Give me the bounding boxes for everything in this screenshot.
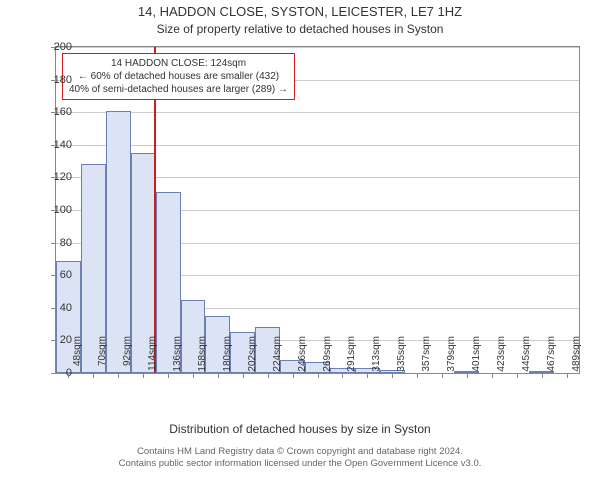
histogram-bar xyxy=(106,111,131,373)
y-tick-mark xyxy=(51,112,55,113)
x-tick-mark xyxy=(243,374,244,378)
y-tick-label: 200 xyxy=(42,41,72,53)
x-tick-label: 202sqm xyxy=(247,336,258,378)
credits: Contains HM Land Registry data © Crown c… xyxy=(0,446,600,471)
x-tick-label: 114sqm xyxy=(147,336,158,378)
x-tick-mark xyxy=(542,374,543,378)
x-tick-mark xyxy=(342,374,343,378)
x-tick-mark xyxy=(467,374,468,378)
y-tick-label: 40 xyxy=(42,302,72,314)
x-tick-label: 313sqm xyxy=(371,336,382,378)
y-tick-mark xyxy=(51,145,55,146)
x-tick-mark xyxy=(567,374,568,378)
x-axis-label: Distribution of detached houses by size … xyxy=(0,422,600,436)
x-tick-mark xyxy=(392,374,393,378)
y-tick-mark xyxy=(51,340,55,341)
x-tick-label: 92sqm xyxy=(122,336,133,378)
x-tick-label: 335sqm xyxy=(396,336,407,378)
x-tick-mark xyxy=(118,374,119,378)
x-tick-label: 357sqm xyxy=(421,336,432,378)
gridline xyxy=(56,112,579,113)
y-tick-label: 80 xyxy=(42,237,72,249)
credit-line-1: Contains HM Land Registry data © Crown c… xyxy=(0,446,600,458)
y-tick-label: 120 xyxy=(42,171,72,183)
y-tick-mark xyxy=(51,243,55,244)
x-tick-mark xyxy=(193,374,194,378)
x-tick-label: 70sqm xyxy=(97,336,108,378)
plot-region: 14 HADDON CLOSE: 124sqm← 60% of detached… xyxy=(55,46,580,374)
y-tick-label: 20 xyxy=(42,334,72,346)
x-tick-label: 48sqm xyxy=(72,336,83,378)
x-tick-mark xyxy=(442,374,443,378)
chart-area: Number of detached properties 14 HADDON … xyxy=(0,36,600,444)
x-tick-label: 158sqm xyxy=(197,336,208,378)
x-tick-mark xyxy=(168,374,169,378)
x-tick-label: 489sqm xyxy=(571,336,582,378)
y-tick-mark xyxy=(51,373,55,374)
y-tick-label: 60 xyxy=(42,269,72,281)
page-title-line2: Size of property relative to detached ho… xyxy=(0,22,600,36)
x-tick-label: 401sqm xyxy=(471,336,482,378)
x-tick-label: 136sqm xyxy=(172,336,183,378)
annot-line-1: 14 HADDON CLOSE: 124sqm xyxy=(69,57,288,70)
x-tick-mark xyxy=(93,374,94,378)
y-tick-mark xyxy=(51,210,55,211)
y-tick-label: 140 xyxy=(42,139,72,151)
x-tick-label: 224sqm xyxy=(272,336,283,378)
page-title-line1: 14, HADDON CLOSE, SYSTON, LEICESTER, LE7… xyxy=(0,4,600,20)
x-tick-mark xyxy=(318,374,319,378)
y-tick-mark xyxy=(51,177,55,178)
x-tick-label: 423sqm xyxy=(496,336,507,378)
x-tick-mark xyxy=(68,374,69,378)
gridline xyxy=(56,145,579,146)
y-tick-mark xyxy=(51,47,55,48)
x-tick-label: 291sqm xyxy=(346,336,357,378)
gridline xyxy=(56,47,579,48)
x-tick-mark xyxy=(143,374,144,378)
x-tick-label: 269sqm xyxy=(322,336,333,378)
x-tick-label: 379sqm xyxy=(446,336,457,378)
y-tick-mark xyxy=(51,275,55,276)
x-tick-label: 467sqm xyxy=(546,336,557,378)
annot-line-3: 40% of semi-detached houses are larger (… xyxy=(69,83,288,96)
x-tick-mark xyxy=(268,374,269,378)
y-tick-label: 180 xyxy=(42,74,72,86)
x-tick-mark xyxy=(367,374,368,378)
x-tick-mark xyxy=(417,374,418,378)
y-tick-mark xyxy=(51,308,55,309)
y-tick-mark xyxy=(51,80,55,81)
credit-line-2: Contains public sector information licen… xyxy=(0,458,600,470)
x-tick-label: 445sqm xyxy=(521,336,532,378)
x-tick-mark xyxy=(293,374,294,378)
x-tick-mark xyxy=(218,374,219,378)
x-tick-mark xyxy=(492,374,493,378)
x-tick-mark xyxy=(517,374,518,378)
y-tick-label: 160 xyxy=(42,106,72,118)
y-tick-label: 100 xyxy=(42,204,72,216)
x-tick-label: 180sqm xyxy=(222,336,233,378)
marker-annotation: 14 HADDON CLOSE: 124sqm← 60% of detached… xyxy=(62,53,295,100)
x-tick-label: 246sqm xyxy=(297,336,308,378)
annot-line-2: ← 60% of detached houses are smaller (43… xyxy=(69,70,288,83)
